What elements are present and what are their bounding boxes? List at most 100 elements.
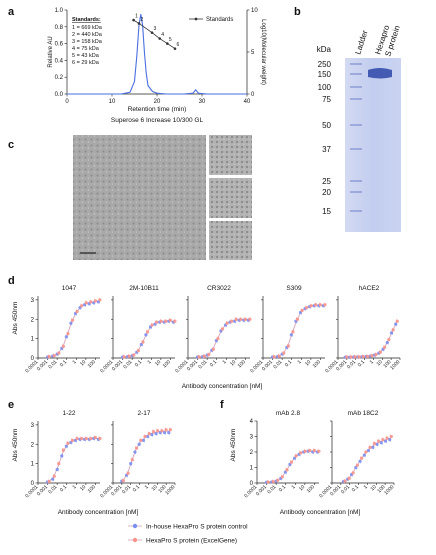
binding-plot-x-tick-label: 0.1 bbox=[59, 359, 68, 368]
gel-lane-ladder: Ladder bbox=[353, 29, 369, 56]
binding-plot-x-tick-label: 100 bbox=[237, 359, 247, 369]
binding-plot-point bbox=[300, 308, 304, 313]
binding-plot-point bbox=[317, 449, 321, 453]
binding-plot-point bbox=[299, 451, 303, 455]
binding-plot-x-tick-label: 1000 bbox=[389, 359, 401, 371]
binding-plot-x-tick-label: 1 bbox=[71, 484, 77, 490]
binding-plot-point bbox=[132, 353, 136, 357]
binding-plot-point bbox=[391, 328, 395, 332]
panel-c-label: c bbox=[8, 139, 14, 151]
binding-plot-y-tick-label: 2 bbox=[31, 317, 35, 323]
binding-plot-x-tick-label: 1000 bbox=[164, 484, 176, 496]
binding-plot-point bbox=[145, 330, 150, 334]
binding-plot-point bbox=[159, 319, 163, 323]
binding-plot-point bbox=[377, 439, 381, 443]
binding-plot-title: 1047 bbox=[62, 285, 77, 292]
gel-marker-label: 25 bbox=[322, 177, 331, 186]
binding-plot-point bbox=[156, 429, 160, 433]
binding-plot-point bbox=[239, 317, 243, 321]
binding-plot-point bbox=[318, 303, 322, 307]
binding-plot-x-tick-label: 1 bbox=[290, 484, 296, 490]
panel-a-chromatogram-trace bbox=[67, 14, 247, 95]
binding-plot-point bbox=[372, 441, 377, 446]
binding-plot-point bbox=[164, 428, 168, 432]
binding-plot-title: S309 bbox=[286, 285, 302, 292]
panel-a-y-tick-label: 1.0 bbox=[55, 8, 64, 14]
panel-a-standard-point-label: 2 bbox=[141, 17, 144, 23]
binding-plot-point bbox=[362, 453, 366, 457]
binding-plot-point bbox=[370, 354, 374, 358]
panel-d-xlabel: Antibody concentration [nM] bbox=[182, 383, 263, 390]
binding-plot-point bbox=[133, 450, 137, 454]
binding-plot-point bbox=[389, 331, 394, 335]
panel-e-xlabel: Antibody concentration [nM] bbox=[58, 509, 139, 516]
binding-plot-point bbox=[80, 304, 84, 308]
binding-plot-point bbox=[351, 471, 355, 475]
binding-plot-x-tick-label: 1 bbox=[296, 359, 302, 365]
binding-plot-fit-curve bbox=[267, 450, 319, 483]
panel-a-ylabel: Relative AU bbox=[48, 36, 54, 67]
gel-marker-label: 250 bbox=[318, 60, 332, 69]
panel-b-gel: Ladder Hexapro S protein kDa 25015010075… bbox=[317, 24, 402, 232]
binding-plot-point bbox=[381, 438, 385, 442]
binding-plot-point bbox=[168, 428, 172, 432]
panel-e-ylabel: Abs 450nm bbox=[12, 429, 19, 462]
binding-plot-x-tick-label: 100 bbox=[312, 359, 322, 369]
binding-plot-point bbox=[98, 298, 102, 302]
binding-plot-y-tick-label: 0 bbox=[31, 481, 35, 487]
panel-a-y-tick-label: 0.0 bbox=[55, 92, 64, 98]
panel-a-y-tick-label: 0.2 bbox=[55, 75, 64, 81]
binding-plot-x-tick-label: 10 bbox=[370, 484, 378, 492]
binding-plot-point bbox=[93, 435, 97, 440]
panel-a-y-tick-label: 0.8 bbox=[55, 25, 64, 31]
binding-plot-x-tick-label: 10 bbox=[79, 359, 87, 367]
binding-plot-point bbox=[383, 345, 387, 349]
panel-a-y-tick-label: 0.6 bbox=[55, 42, 64, 48]
binding-plot-x-tick-label: 0.1 bbox=[132, 484, 141, 493]
standard-4: 4 = 75 kDa bbox=[72, 46, 100, 52]
binding-plot-point bbox=[122, 355, 126, 359]
panel-a-ticks: 0 10 20 30 40 0.0 0.2 0.4 0.6 0.8 1.0 0 5 10 bbox=[55, 8, 259, 105]
binding-plot-point bbox=[366, 448, 371, 453]
binding-plot-point bbox=[395, 319, 399, 323]
binding-plot-point bbox=[144, 333, 148, 337]
binding-plot-x-tick-label: 0.1 bbox=[134, 359, 143, 368]
panel-a-standards-box: Standards: 1 = 669 kDa 2 = 440 kDa 3 = 1… bbox=[72, 17, 103, 66]
panel-a-standard-point bbox=[132, 18, 135, 22]
binding-plot-point bbox=[160, 429, 164, 433]
panel-a-x-tick-label: 0 bbox=[65, 99, 69, 105]
binding-plot-x-tick-label: 1 bbox=[146, 359, 152, 365]
binding-plot-point bbox=[64, 335, 68, 339]
binding-plot-x-tick-label: 0.01 bbox=[197, 359, 208, 370]
binding-plot-point bbox=[285, 468, 289, 472]
binding-plot-point bbox=[89, 300, 93, 304]
gel-background bbox=[345, 58, 401, 232]
binding-plot-point bbox=[388, 438, 392, 442]
panel-a-standard-point bbox=[150, 31, 154, 34]
binding-plot-point bbox=[314, 303, 318, 307]
panel-a-standard-point-label: 3 bbox=[154, 26, 157, 32]
binding-plot-point bbox=[150, 323, 154, 327]
panel-a-subtitle: Superose 6 Increase 10/300 GL bbox=[111, 117, 204, 124]
binding-plot-point bbox=[80, 436, 84, 441]
binding-plot-point bbox=[134, 446, 139, 450]
binding-plot-x-tick-label: 10 bbox=[151, 484, 159, 492]
binding-plot-point bbox=[70, 438, 75, 442]
binding-plot-point bbox=[294, 454, 298, 458]
binding-plot-x-tick-label: 0.1 bbox=[284, 359, 293, 368]
binding-plot-point bbox=[89, 436, 93, 441]
panel-d-label: d bbox=[8, 275, 15, 287]
binding-plot-point bbox=[75, 309, 79, 314]
binding-plot-point bbox=[343, 479, 347, 483]
binding-plot-point bbox=[243, 317, 247, 321]
binding-plot-point bbox=[98, 436, 102, 441]
binding-plot-point bbox=[230, 319, 234, 323]
binding-plot-point bbox=[353, 355, 357, 359]
binding-plot-point bbox=[286, 344, 290, 348]
binding-plot-point bbox=[47, 479, 51, 484]
binding-plot-point bbox=[55, 467, 59, 472]
